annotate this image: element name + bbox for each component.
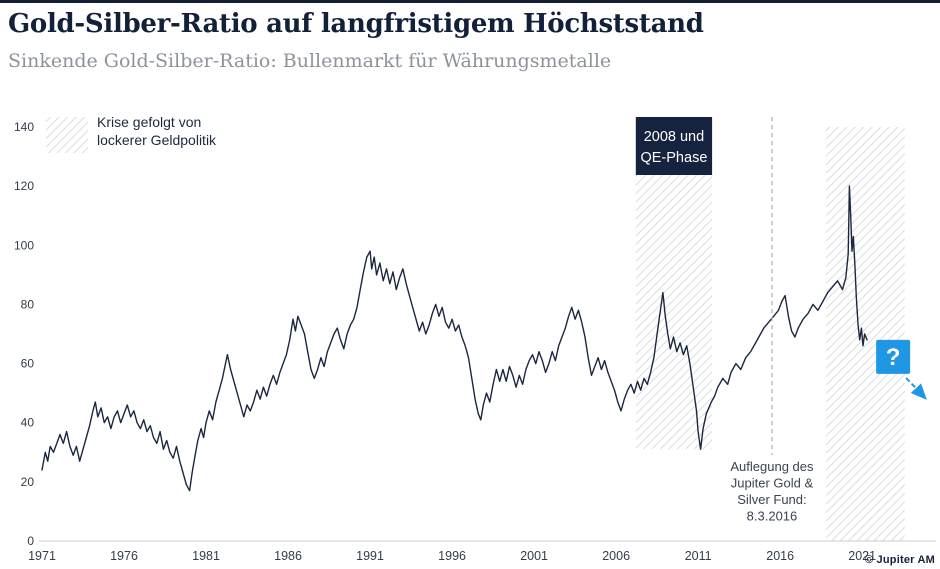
x-tick-label: 1971 [28,549,56,563]
qe-label-text: 2008 und [644,129,704,145]
x-tick-label: 1986 [274,549,302,563]
x-tick-label: 1976 [110,549,138,563]
legend-hatch-swatch [46,117,88,153]
crisis-band-2008-qe-crisis [635,127,713,450]
qe-label-text: QE-Phase [640,150,707,166]
axes: 0 20 40 60 80 100 120 140 1971 1976 1981 1986 1991 19… [14,120,936,563]
page-title: Gold-Silber-Ratio auf langfristigem Höch… [8,9,704,39]
annotations: 2008 und QE-Phase Auflegung des Jupiter Gol… [635,117,927,524]
page-subtitle: Sinkende Gold-Silber-Ratio: Bullenmarkt … [8,50,612,72]
qe-label-box [635,117,713,175]
fund-launch-label: Auflegung des [730,459,814,474]
x-tick-label: 2016 [766,549,794,563]
x-tick-label: 2001 [520,549,548,563]
fund-launch-label: Silver Fund: [737,492,806,507]
question-mark: ? [886,344,901,371]
question-box [876,339,911,374]
x-tick-label: 1991 [356,549,384,563]
gold-silver-ratio-line [41,185,868,492]
legend-label-line2: lockerer Geldpolitik [97,132,217,148]
y-tick-label: 80 [21,297,35,311]
x-tick-label: 2011 [685,549,712,563]
y-tick-label: 60 [21,357,35,371]
x-tick-label: 1981 [192,549,220,563]
copyright: © Jupiter AM [865,554,935,566]
x-tick-label: 2021 [848,549,876,563]
gold-silver-ratio-chart: 0 20 40 60 80 100 120 140 1971 1976 1981 1986 1991 19… [14,117,936,563]
y-tick-label: 120 [14,179,34,193]
fund-launch-label: Jupiter Gold & [731,476,814,491]
fund-launch-label: 8.3.2016 [747,509,798,524]
crisis-hatched-bands [635,127,905,541]
y-tick-label: 20 [21,475,35,489]
ratio-line-series [41,185,868,492]
legend-label: Krise gefolgt von lockerer Geldpolitik [97,113,216,149]
x-tick-label: 1996 [438,549,466,563]
legend-label-line1: Krise gefolgt von [97,114,202,130]
x-tick-label: 2006 [602,549,630,563]
y-tick-label: 100 [14,238,34,252]
crisis-band-covid-qe-crisis [826,127,905,541]
downtrend-arrow [905,377,927,400]
y-tick-label: 0 [27,534,34,548]
y-tick-label: 40 [21,416,35,430]
y-tick-label: 140 [14,120,34,134]
